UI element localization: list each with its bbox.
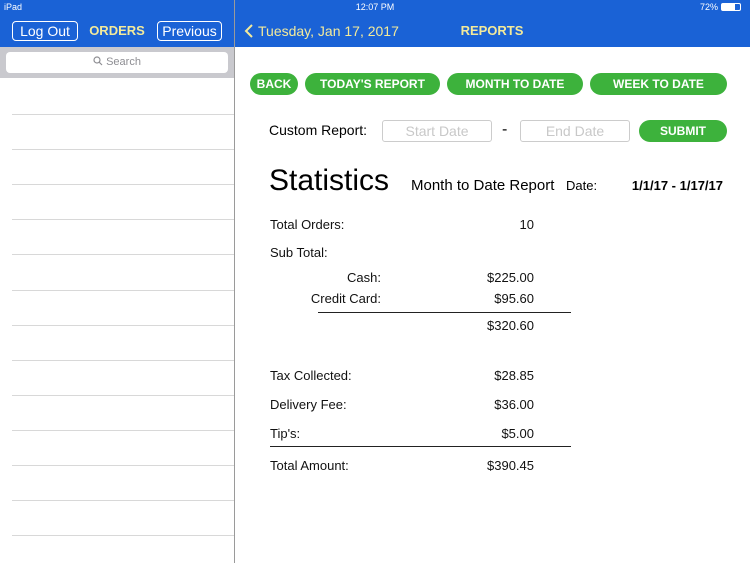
rule [318,312,571,313]
battery-icon [721,3,741,11]
previous-button[interactable]: Previous [157,21,222,41]
list-separator [12,394,234,396]
list-separator [12,500,234,502]
row-value: $28.85 [494,368,534,383]
list-separator [12,324,234,326]
report-heading: Statistics [269,164,390,197]
row-value: $5.00 [501,426,534,441]
start-date-input[interactable]: Start Date [382,120,492,142]
custom-label: Custom Report: [269,122,368,138]
back-button[interactable]: BACK [250,73,298,95]
search-field[interactable]: Search [6,52,228,73]
list-separator [12,149,234,151]
back-chevron[interactable] [244,24,254,38]
split-divider [234,0,235,563]
row-label: Total Amount: [270,458,349,473]
row-label: Sub Total: [270,245,328,260]
list-separator [12,465,234,466]
list-separator [12,429,234,431]
row-value: $36.00 [494,397,534,412]
end-date-input[interactable]: End Date [520,120,630,142]
list-separator [12,359,234,361]
row-value: $390.45 [487,458,534,473]
search-placeholder: Search [106,56,141,68]
nav-title: ORDERS [89,23,145,38]
list-separator [12,219,234,221]
nav-bar [0,0,750,47]
row-value: 10 [519,217,534,232]
week-button[interactable]: WEEK TO DATE [590,73,727,95]
date-label: Date: [566,178,598,193]
report-subtitle: Month to Date Report [411,177,555,194]
month-button[interactable]: MONTH TO DATE [447,73,583,95]
row-value: $225.00 [487,270,534,285]
submit-button[interactable]: SUBMIT [639,120,727,142]
search-icon [93,56,103,66]
clock: 12:07 PM [355,2,395,12]
list-separator [12,254,234,256]
today-button[interactable]: TODAY'S REPORT [305,73,440,95]
row-label: Tax Collected: [270,368,352,383]
row-label: Delivery Fee: [270,397,347,412]
row-value: $95.60 [494,291,534,306]
logout-button[interactable]: Log Out [12,21,78,41]
list-separator [12,114,234,115]
row-label: Cash: [347,270,381,285]
nav-title: REPORTS [460,23,524,38]
back-date[interactable]: Tuesday, Jan 17, 2017 [258,23,399,39]
separator: - [502,121,508,138]
device-label: iPad [4,2,23,12]
list-separator [12,184,234,186]
row-label: Credit Card: [310,291,381,306]
rule [270,446,571,447]
battery-percent: 72% [700,2,719,12]
row-label: Total Orders: [270,217,345,232]
list-separator [12,289,234,291]
date-range: 1/1/17 - 1/17/17 [631,178,723,193]
list-separator [12,535,234,537]
row-label: Tip's: [270,426,301,441]
row-value: $320.60 [487,318,534,333]
